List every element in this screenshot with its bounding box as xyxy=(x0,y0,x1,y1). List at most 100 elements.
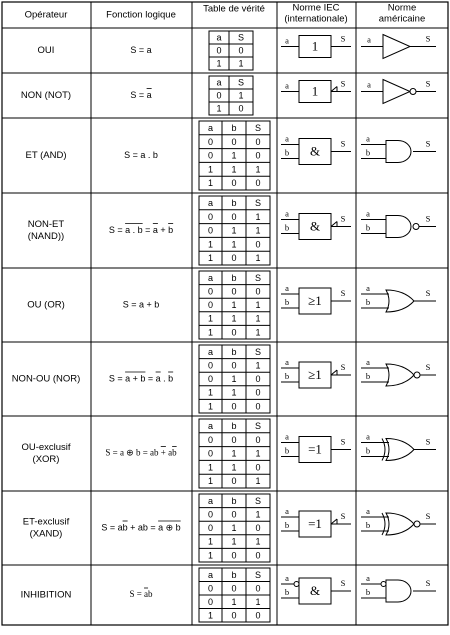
iec-negation-bubble xyxy=(293,581,300,587)
operator-name: NON-OU (NOR) xyxy=(12,374,81,385)
iec-input-label: a xyxy=(285,35,289,45)
truth-table-frame xyxy=(208,75,254,116)
us-symbol-diagram: ab S xyxy=(361,208,436,238)
truth-table-frame xyxy=(198,195,271,266)
us-output-label: S xyxy=(426,511,431,521)
and-gate-icon xyxy=(385,140,412,163)
iec-output-label: S xyxy=(341,33,346,43)
iec-symbol-diagram: 1 a S xyxy=(281,33,351,58)
truth-table-cell: 0 xyxy=(208,449,213,459)
truth-table-header: a xyxy=(208,496,213,506)
iec-input-label: a xyxy=(285,506,289,516)
iec-input-label: b xyxy=(285,445,289,455)
truth-table-cell: 1 xyxy=(255,449,260,459)
truth-table-cell: 1 xyxy=(231,151,236,161)
operator-name: OU-exclusif xyxy=(21,442,70,453)
truth-table-cell: 1 xyxy=(255,327,260,337)
truth-table-cell: 0 xyxy=(238,46,243,56)
us-input-label: b xyxy=(366,520,370,530)
us-input-label: b xyxy=(366,587,370,597)
us-output-label: S xyxy=(426,33,431,43)
logic-formula: S = a xyxy=(130,90,151,100)
truth-table-cell: 0 xyxy=(208,226,213,236)
iec-symbol: & xyxy=(310,143,320,158)
us-output-label: S xyxy=(426,362,431,372)
truth-table-cell: 1 xyxy=(255,509,260,519)
truth-table-cell: 0 xyxy=(208,583,213,593)
truth-table-header: S xyxy=(255,421,261,431)
truth-table-cell: 1 xyxy=(255,476,260,486)
xnor-gate-icon xyxy=(385,512,415,536)
truth-table-cell: 1 xyxy=(208,178,213,188)
truth-table-header: S xyxy=(255,198,261,208)
truth-table-cell: 1 xyxy=(255,360,260,370)
truth-table-cell: 1 xyxy=(231,597,236,607)
us-input-label: a xyxy=(366,208,370,218)
truth-table-cell: 1 xyxy=(208,476,213,486)
operator-name: OUI xyxy=(38,45,55,56)
iec-output-label: S xyxy=(341,578,346,588)
truth-table-cell: 1 xyxy=(231,314,236,324)
truth-table-cell: 1 xyxy=(231,388,236,398)
us-output-label: S xyxy=(426,436,431,446)
us-symbol-diagram: ab S xyxy=(361,573,436,603)
truth-table-cell: 1 xyxy=(208,164,213,174)
truth-table: a b S 0 0 1 0 1 1 1 1 0 1 0 1 xyxy=(198,195,271,266)
iec-box xyxy=(298,213,332,240)
truth-table-cell: 0 xyxy=(231,327,236,337)
header-us-line2: américaine xyxy=(379,14,425,25)
truth-table-cell: 0 xyxy=(231,435,236,445)
truth-table-cell: 1 xyxy=(255,314,260,324)
truth-table-frame xyxy=(198,344,271,414)
truth-table-cell: 0 xyxy=(255,151,260,161)
truth-table-cell: 0 xyxy=(231,550,236,560)
gate-row: ET (AND) S = a . ba b S0 0 00 1 01 1 11 0 0&abS abS xyxy=(2,120,448,194)
operator-name: (NAND)) xyxy=(28,231,64,242)
iec-symbol-diagram: & ab S xyxy=(281,573,351,605)
truth-table-cell: 0 xyxy=(255,550,260,560)
truth-table: a b S 0 0 0 0 1 1 1 0 0 xyxy=(198,567,271,623)
truth-table-cell: 0 xyxy=(231,476,236,486)
truth-table-header: a xyxy=(208,347,213,357)
truth-table-cell: 1 xyxy=(208,610,213,620)
gate-row: NON-ET(NAND))S = a . b = a + ba b S0 0 10 1 11… xyxy=(2,195,448,269)
truth-table-cell: 0 xyxy=(208,137,213,147)
nand-gate-icon xyxy=(385,215,412,238)
iec-symbol-diagram: ≥1 ab S xyxy=(281,357,351,389)
iec-output-label: S xyxy=(341,288,346,298)
us-output-label: S xyxy=(426,78,431,88)
operator-name: OU (OR) xyxy=(27,300,64,311)
iec-output-label: S xyxy=(341,78,346,88)
iec-symbol: 1 xyxy=(312,38,319,53)
iec-box xyxy=(298,510,332,538)
iec-output-label: S xyxy=(341,511,346,521)
truth-table-header: a xyxy=(208,421,213,431)
truth-table-cell: 0 xyxy=(255,610,260,620)
iec-input-label: a xyxy=(285,133,289,143)
truth-table-frame xyxy=(198,493,271,563)
truth-table-cell: 0 xyxy=(255,462,260,472)
gate-row: ET-exclusif(XAND)S = ab + ab = a ⊕ ba b S0… xyxy=(2,493,448,566)
iec-symbol: 1 xyxy=(312,83,319,98)
truth-table: a S 0 1 1 0 xyxy=(208,75,254,116)
truth-table-cell: 0 xyxy=(255,401,260,411)
iec-symbol: =1 xyxy=(308,441,322,456)
iec-input-label: b xyxy=(285,222,289,232)
logic-formula: S = a xyxy=(130,45,151,55)
operator-name: NON-ET xyxy=(28,219,65,230)
truth-table-cell: 0 xyxy=(255,286,260,296)
us-negation-bubble xyxy=(380,581,387,587)
truth-table-cell: 1 xyxy=(208,314,213,324)
truth-table-cell: 1 xyxy=(255,164,260,174)
truth-table-header: S xyxy=(238,78,244,88)
iec-symbol-diagram: =1 ab S xyxy=(281,431,351,463)
truth-table-cell: 1 xyxy=(231,462,236,472)
truth-table-cell: 1 xyxy=(238,59,243,69)
truth-table-header: S xyxy=(255,570,261,580)
truth-table-cell: 1 xyxy=(208,550,213,560)
truth-table-cell: 0 xyxy=(208,151,213,161)
truth-table-header: b xyxy=(231,273,236,283)
truth-table-cell: 1 xyxy=(255,253,260,263)
